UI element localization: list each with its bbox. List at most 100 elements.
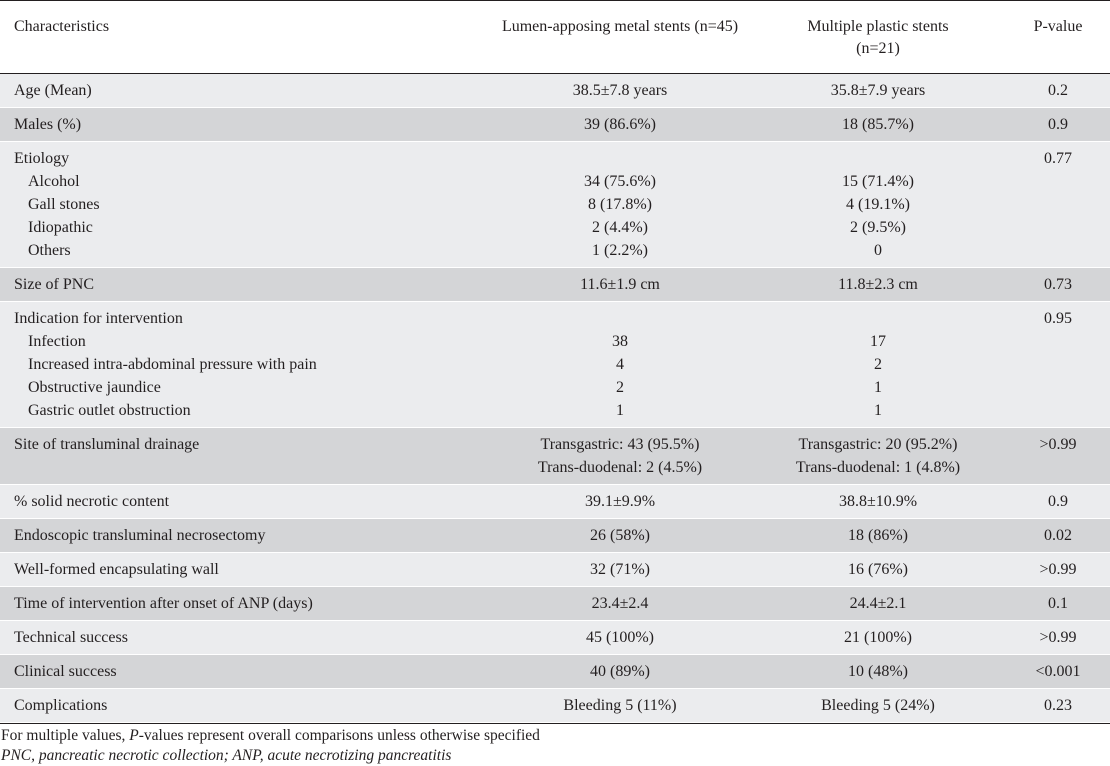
cell-characteristic: Indication for intervention Infection Incr…	[0, 302, 490, 428]
sub-row-mps: 2 (9.5%)	[850, 219, 906, 236]
value-mps: 18 (85.7%)	[842, 116, 914, 133]
cell-p-value: >0.99	[1006, 621, 1110, 655]
footnote-abbreviations-text: PNC, pancreatic necrotic collection; ANP…	[1, 747, 452, 764]
cell-lams: 45 (100%)	[490, 621, 750, 655]
value-lams: Transgastric: 43 (95.5%)	[540, 436, 700, 453]
cell-mps: 10 (48%)	[750, 655, 1006, 689]
cell-lams: 32 (71%)	[490, 553, 750, 587]
table-header-row: Characteristics Lumen-apposing metal ste…	[0, 0, 1110, 74]
value-mps: 16 (76%)	[848, 561, 908, 578]
p-value: 0.23	[1044, 697, 1072, 714]
p-value: 0.77	[1044, 150, 1072, 167]
p-value: 0.1	[1048, 595, 1068, 612]
value-mps: 18 (86%)	[848, 527, 908, 544]
p-value: 0.9	[1048, 493, 1068, 510]
cell-p-value: <0.001	[1006, 655, 1110, 689]
sub-row-label: Gastric outlet obstruction	[28, 402, 191, 419]
value-lams: 40 (89%)	[590, 663, 650, 680]
value-mps: Transgastric: 20 (95.2%)	[798, 436, 958, 453]
cell-mps: 16 (76%)	[750, 553, 1006, 587]
table-row: Age (Mean) 38.5±7.8 years 35.8±7.9 years 0.…	[0, 73, 1110, 108]
cell-lams: 38.5±7.8 years	[490, 74, 750, 108]
table-row: % solid necrotic content 39.1±9.9% 38.8±10…	[0, 484, 1110, 519]
cell-p-value: 0.2	[1006, 74, 1110, 108]
spacer	[494, 147, 746, 170]
sub-row-lams: 38	[612, 333, 628, 350]
value-mps: Bleeding 5 (24%)	[821, 697, 935, 714]
table-row: Endoscopic transluminal necrosectomy 26 (…	[0, 518, 1110, 553]
value-mps: 21 (100%)	[844, 629, 912, 646]
cell-lams: Bleeding 5 (11%)	[490, 689, 750, 723]
sub-row-mps: 2	[874, 356, 882, 373]
row-label: % solid necrotic content	[14, 493, 170, 510]
p-value: 0.95	[1044, 310, 1072, 327]
sub-row-lams: 8 (17.8%)	[588, 196, 652, 213]
cell-characteristic: Well-formed encapsulating wall	[0, 553, 490, 587]
footnote-abbreviations: PNC, pancreatic necrotic collection; ANP…	[1, 746, 1110, 766]
row-label: Males (%)	[14, 116, 82, 133]
sub-row-mps: 17	[870, 333, 886, 350]
value-lams: Bleeding 5 (11%)	[563, 697, 677, 714]
p-value: 0.73	[1044, 276, 1072, 293]
cell-characteristic: Site of transluminal drainage	[0, 428, 490, 485]
row-label: Time of intervention after onset of ANP …	[14, 595, 313, 612]
sub-row-lams: 1 (2.2%)	[592, 242, 648, 259]
cell-lams: 39.1±9.9%	[490, 485, 750, 519]
p-value: 0.02	[1044, 527, 1072, 544]
cell-lams: 23.4±2.4	[490, 587, 750, 621]
cell-p-value: 0.1	[1006, 587, 1110, 621]
value-mps: 38.8±10.9%	[838, 493, 918, 510]
row-label: Size of PNC	[14, 276, 94, 293]
spacer	[754, 147, 1002, 170]
cell-p-value: >0.99	[1006, 553, 1110, 587]
footnote-text: For multiple values,	[1, 727, 130, 744]
cell-characteristic: Endoscopic transluminal necrosectomy	[0, 519, 490, 553]
cell-p-value: 0.9	[1006, 108, 1110, 142]
p-value: >0.99	[1039, 629, 1077, 646]
cell-mps: 18 (86%)	[750, 519, 1006, 553]
value-lams: 38.5±7.8 years	[572, 82, 668, 99]
value-lams: 26 (58%)	[590, 527, 650, 544]
value-lams: 39 (86.6%)	[584, 116, 656, 133]
cell-characteristic: Technical success	[0, 621, 490, 655]
table-row: Site of transluminal drainage Transgastri…	[0, 427, 1110, 485]
value-mps: 24.4±2.1	[849, 595, 907, 612]
cell-characteristic: Age (Mean)	[0, 74, 490, 108]
cell-p-value: 0.02	[1006, 519, 1110, 553]
sub-row-lams: 2	[616, 379, 624, 396]
sub-row-mps: 1	[874, 402, 882, 419]
p-value: >0.99	[1039, 561, 1077, 578]
header-characteristics: Characteristics	[14, 18, 110, 35]
cell-mps: 11.8±2.3 cm	[750, 268, 1006, 302]
sub-row-label: Obstructive jaundice	[28, 379, 161, 396]
table-row: Well-formed encapsulating wall 32 (71%) 16…	[0, 552, 1110, 587]
cell-characteristic: Size of PNC	[0, 268, 490, 302]
cell-characteristic: Complications	[0, 689, 490, 723]
footnote-1: For multiple values, P-values represent …	[1, 726, 1110, 746]
value-lams: 39.1±9.9%	[584, 493, 656, 510]
cell-lams: 39 (86.6%)	[490, 108, 750, 142]
sub-row-lams: 34 (75.6%)	[584, 173, 656, 190]
row-label: Well-formed encapsulating wall	[14, 561, 219, 578]
row-label: Endoscopic transluminal necrosectomy	[14, 527, 266, 544]
sub-row-lams: 2 (4.4%)	[592, 219, 648, 236]
row-label: Complications	[14, 697, 108, 714]
value-lams-2: Trans-duodenal: 2 (4.5%)	[537, 459, 703, 476]
p-value: <0.001	[1035, 663, 1081, 680]
row-label: Site of transluminal drainage	[14, 436, 200, 453]
cell-p-value: 0.95	[1006, 302, 1110, 428]
p-value: 0.2	[1048, 82, 1068, 99]
cell-mps: 17 2 1 1	[750, 302, 1006, 428]
table-row: Indication for intervention Infection Incr…	[0, 301, 1110, 428]
row-label: Clinical success	[14, 663, 117, 680]
cell-mps: 18 (85.7%)	[750, 108, 1006, 142]
p-value: >0.99	[1039, 436, 1077, 453]
sub-row-mps: 15 (71.4%)	[842, 173, 914, 190]
cell-mps: 35.8±7.9 years	[750, 74, 1006, 108]
sub-row-label: Increased intra-abdominal pressure with …	[28, 356, 317, 373]
sub-row-mps: 1	[874, 379, 882, 396]
cell-lams: 38 4 2 1	[490, 302, 750, 428]
value-mps-2: Trans-duodenal: 1 (4.8%)	[795, 459, 961, 476]
header-p-value: P-value	[1033, 18, 1083, 35]
cell-lams: 11.6±1.9 cm	[490, 268, 750, 302]
